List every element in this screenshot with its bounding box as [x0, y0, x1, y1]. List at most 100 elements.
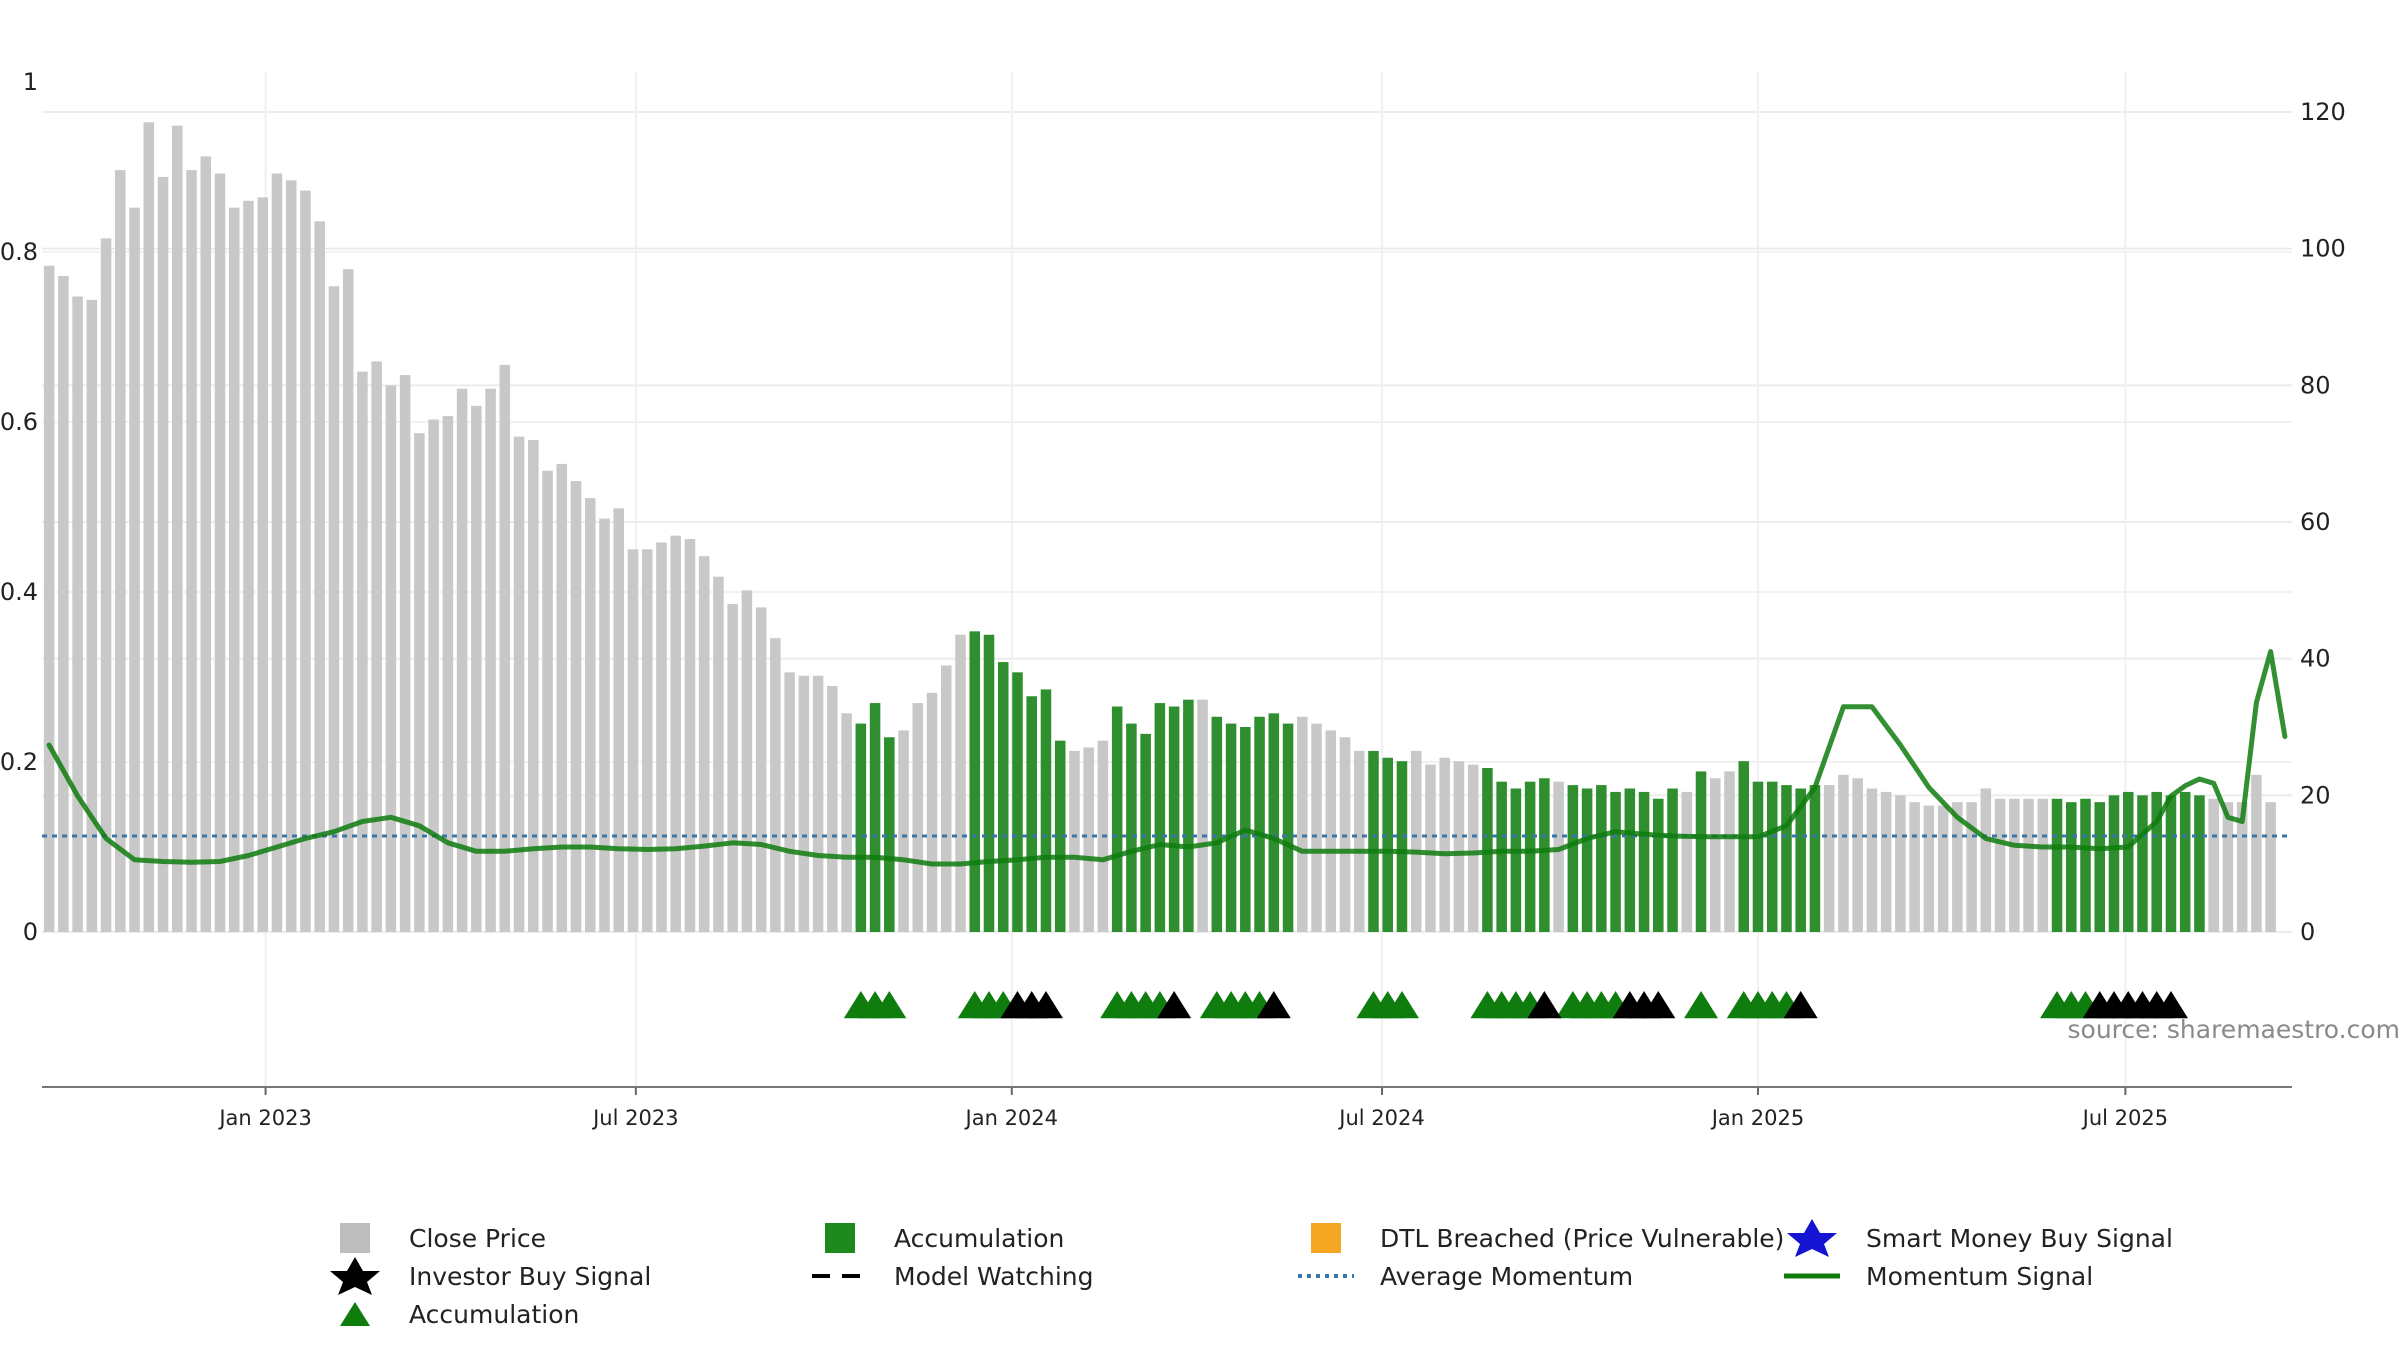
close-price-bar — [228, 207, 240, 932]
axes: 0 20 40 60 80 100 120 0 0.2 0.4 0.6 0.8 1 Jan 2023 Jul… — [0, 68, 2346, 1130]
close-price-bar — [912, 703, 924, 932]
accumulation-bar — [1026, 696, 1037, 932]
close-price-bar — [770, 638, 781, 932]
close-price-bar — [43, 265, 55, 932]
right-axis-tick-label: 60 — [2300, 508, 2331, 536]
close-price-bar — [841, 713, 852, 932]
close-price-bar — [528, 440, 539, 932]
accumulation-bar — [1624, 788, 1636, 932]
close-price-bar — [684, 539, 696, 932]
x-axis-tick-label: Jan 2025 — [1710, 1106, 1805, 1130]
close-price-bar — [1311, 723, 1322, 932]
right-axis-tick-label: 20 — [2300, 781, 2331, 809]
close-price-bar — [1439, 757, 1450, 932]
left-axis-tick-label: 0.6 — [0, 408, 38, 436]
close-price-bar — [342, 269, 354, 933]
close-price-bar — [926, 692, 938, 932]
close-price-bar — [172, 125, 183, 932]
accumulation-bar — [1225, 723, 1237, 932]
accumulation-bar — [1126, 723, 1137, 932]
accumulation-bar — [869, 703, 881, 932]
close-price-bar — [698, 556, 710, 932]
right-axis-tick-label: 0 — [2300, 918, 2315, 946]
accumulation-bar — [1581, 788, 1593, 932]
accumulation-bar — [1496, 781, 1507, 932]
close-price-bar — [1923, 805, 1935, 932]
close-price-bar — [542, 470, 553, 932]
accumulation-bar — [2080, 798, 2091, 932]
investor-buy-triangle — [1641, 991, 1676, 1019]
close-price-bar — [1553, 781, 1564, 932]
close-price-bar — [1937, 805, 1949, 932]
close-price-bar — [428, 419, 439, 932]
accumulation-bar — [2194, 795, 2205, 932]
signal-markers — [843, 991, 2188, 1019]
close-price-bar — [1467, 764, 1479, 932]
close-price-bar — [2023, 798, 2034, 932]
accumulation-bar — [1268, 713, 1280, 932]
accumulation-bar — [2122, 791, 2134, 932]
accumulation-bar — [1396, 761, 1408, 932]
accumulation-bar — [997, 662, 1009, 932]
close-price-bar — [399, 375, 411, 932]
close-price-bar — [1952, 802, 1963, 932]
close-price-bar — [898, 730, 909, 932]
close-price-bar — [784, 672, 795, 932]
close-price-bar — [2037, 798, 2049, 932]
close-price-bar — [1069, 750, 1080, 932]
close-price-bar — [499, 364, 511, 932]
accumulation-bar — [1510, 788, 1522, 932]
close-price-bar — [827, 686, 838, 932]
accumulation-bar — [1766, 781, 1778, 932]
accumulation-triangle — [1384, 991, 1419, 1019]
accumulation-bar — [1168, 706, 1180, 932]
investor-buy-triangle — [2153, 991, 2188, 1019]
close-price-bar — [955, 634, 966, 932]
close-price-bar — [285, 180, 297, 933]
close-price-bar — [670, 535, 681, 932]
left-axis-tick-label: 0 — [23, 918, 38, 946]
close-price-bar — [129, 207, 140, 932]
close-price-bar — [1453, 761, 1465, 932]
accumulation-bar — [2094, 802, 2106, 932]
close-price-bar — [2236, 802, 2248, 932]
close-price-bar — [941, 665, 952, 932]
close-price-bar — [1852, 778, 1863, 932]
close-price-bar — [2265, 802, 2276, 932]
close-price-bar — [513, 436, 525, 932]
close-price-bar — [357, 371, 368, 933]
accumulation-triangle — [1684, 991, 1719, 1019]
close-price-bar — [200, 156, 212, 932]
accumulation-bar — [1524, 781, 1536, 932]
accumulation-bar — [2151, 791, 2162, 932]
accumulation-bar — [1567, 785, 1579, 932]
close-price-bar — [157, 176, 169, 932]
accumulation-bar — [2108, 795, 2120, 932]
close-price-bar — [798, 675, 810, 932]
accumulation-bar — [1809, 785, 1821, 932]
close-price-bar — [456, 388, 468, 932]
left-axis-tick-label: 0.2 — [0, 748, 38, 776]
close-price-bar — [2251, 774, 2262, 932]
close-price-bar — [812, 675, 824, 932]
accumulation-triangle — [872, 991, 907, 1019]
close-price-bar — [1425, 764, 1436, 932]
close-price-bar — [100, 238, 112, 932]
close-price-bar — [328, 286, 340, 932]
close-price-bar — [300, 190, 311, 933]
close-price-bar — [556, 463, 568, 932]
investor-buy-triangle — [1527, 991, 1562, 1019]
accumulation-bar — [1254, 716, 1265, 932]
accumulation-bar — [2066, 802, 2077, 932]
accumulation-bar — [2137, 795, 2148, 932]
investor-buy-triangle — [1783, 991, 1818, 1019]
close-price-bar — [1724, 771, 1735, 932]
accumulation-bar — [1282, 723, 1294, 932]
close-price-bar — [314, 221, 325, 933]
close-price-bar — [371, 361, 382, 933]
investor-buy-triangle — [1028, 991, 1063, 1019]
accumulation-bar — [2179, 791, 2191, 932]
close-price-bar — [1681, 791, 1693, 932]
close-price-bar — [2208, 798, 2219, 932]
